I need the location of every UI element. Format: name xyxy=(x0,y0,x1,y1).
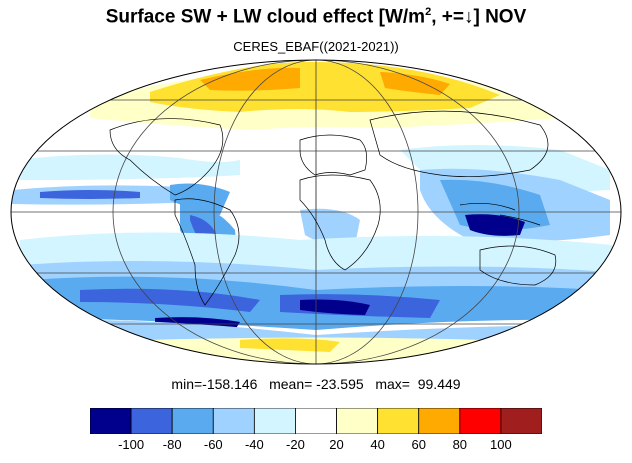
colorbar xyxy=(90,408,542,434)
southern-ocean-strongest xyxy=(300,299,370,315)
colorbar-swatch xyxy=(500,408,542,434)
europe-coast xyxy=(299,134,367,176)
antarctic-margin-clouds xyxy=(20,319,612,340)
colorbar-tick-label: 60 xyxy=(411,437,426,452)
map-border xyxy=(10,59,622,365)
colorbar-tick-label: -40 xyxy=(244,437,264,452)
colorbar-swatch xyxy=(130,408,173,434)
colorbar-tick-label: -20 xyxy=(286,437,305,452)
map-subtitle: CERES_EBAF((2021-2021)) xyxy=(233,39,399,54)
colorbar-swatch xyxy=(212,408,255,434)
itcz-pacific-strong xyxy=(40,190,140,199)
statistics-line: min=-158.146 mean= -23.595 max= 99.449 xyxy=(171,376,461,392)
arctic-orange-patch-2 xyxy=(380,72,450,95)
asia-coast xyxy=(369,110,549,177)
colorbar-swatch xyxy=(377,408,420,434)
mollweide-map xyxy=(10,59,622,365)
antarctica-strong-positive xyxy=(240,338,340,352)
africa-coast xyxy=(299,174,381,271)
colorbar-tick-label: 20 xyxy=(329,437,344,452)
map-title: Surface SW + LW cloud effect [W/m2, +=↓]… xyxy=(105,6,527,28)
colorbar-swatch xyxy=(459,408,502,434)
colorbar-tick-label: -80 xyxy=(162,437,182,452)
colorbar-swatch xyxy=(90,408,132,434)
colorbar-tick-label: -60 xyxy=(203,437,223,452)
arctic-strong-region xyxy=(150,61,500,112)
colorbar-tick-label: 80 xyxy=(452,437,468,452)
australia-coast xyxy=(479,245,557,286)
colorbar-tick-label: -100 xyxy=(118,437,145,452)
north-america-coast xyxy=(109,118,224,196)
indonesia-coast xyxy=(459,203,541,226)
arctic-orange-patch xyxy=(200,67,300,91)
colorbar-swatch xyxy=(295,408,337,434)
colorbar-swatch xyxy=(418,408,461,434)
colorbar-tick-label: 100 xyxy=(490,437,512,452)
colorbar-swatch xyxy=(171,408,214,434)
graticule xyxy=(11,60,621,364)
colorbar-tick-label: 40 xyxy=(370,437,385,452)
south-america-coast xyxy=(174,198,240,306)
indonesia-strong-negative xyxy=(465,214,525,236)
central-africa-clouds xyxy=(300,208,360,247)
coastlines xyxy=(109,110,557,306)
colorbar-swatch xyxy=(253,408,296,434)
southern-ocean-strong-1 xyxy=(80,288,260,312)
north-pacific-clouds xyxy=(15,154,240,180)
colorbar-swatch xyxy=(336,408,379,434)
